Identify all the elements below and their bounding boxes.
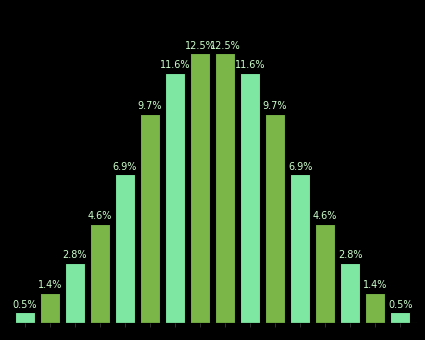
Bar <box>115 174 135 323</box>
Text: 0.5%: 0.5% <box>388 300 413 310</box>
Text: 6.9%: 6.9% <box>288 162 312 172</box>
Bar <box>365 293 385 323</box>
Bar <box>215 53 235 323</box>
Text: 4.6%: 4.6% <box>313 211 337 221</box>
Bar <box>265 114 285 323</box>
Text: 1.4%: 1.4% <box>363 280 387 290</box>
Bar <box>290 174 310 323</box>
Text: 11.6%: 11.6% <box>160 60 190 70</box>
Text: 4.6%: 4.6% <box>88 211 112 221</box>
Bar <box>90 224 110 323</box>
Bar <box>190 53 210 323</box>
Text: 9.7%: 9.7% <box>138 101 162 111</box>
Text: 6.9%: 6.9% <box>113 162 137 172</box>
Bar <box>240 73 260 323</box>
Text: 2.8%: 2.8% <box>62 250 87 260</box>
Bar <box>340 262 360 323</box>
Text: 12.5%: 12.5% <box>210 41 241 51</box>
Text: 0.5%: 0.5% <box>12 300 37 310</box>
Bar <box>315 224 335 323</box>
Bar <box>40 293 60 323</box>
Text: 12.5%: 12.5% <box>184 41 215 51</box>
Text: 2.8%: 2.8% <box>338 250 363 260</box>
Bar <box>140 114 160 323</box>
Bar <box>65 262 85 323</box>
Text: 9.7%: 9.7% <box>263 101 287 111</box>
Bar <box>14 312 35 323</box>
Bar <box>390 312 411 323</box>
Text: 1.4%: 1.4% <box>38 280 62 290</box>
Bar <box>165 73 185 323</box>
Text: 11.6%: 11.6% <box>235 60 265 70</box>
